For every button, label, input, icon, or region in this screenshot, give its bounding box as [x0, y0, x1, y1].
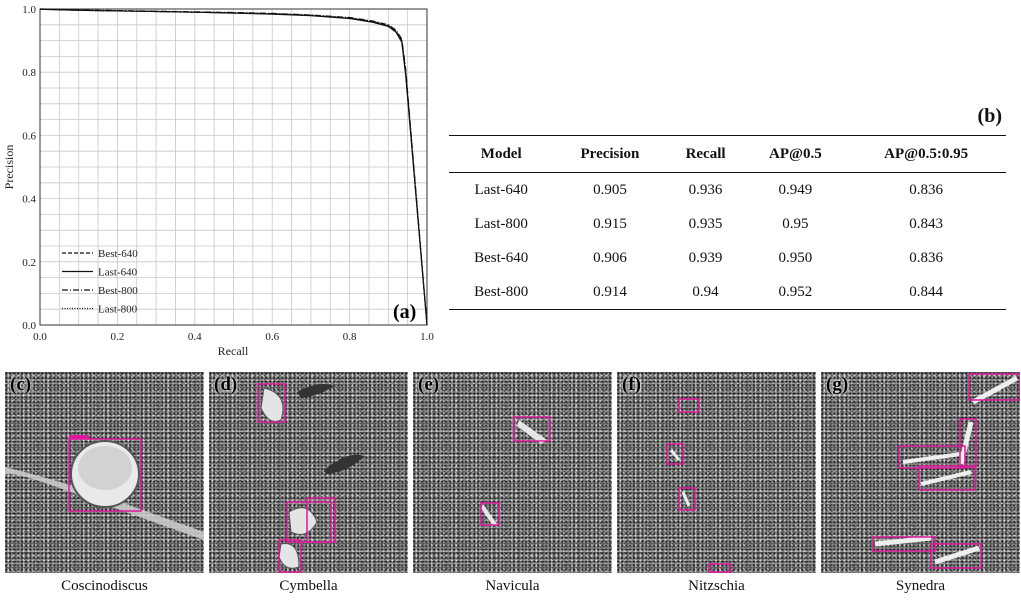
header-precision: Precision	[553, 135, 667, 173]
cell-precision: 0.906	[593, 249, 627, 266]
panel-label-c: (c)	[10, 374, 32, 395]
cell-ap50: 0.952	[744, 275, 847, 310]
cell-ap50: 0.949	[778, 181, 813, 198]
y-tick-label: 1.0	[22, 4, 36, 16]
series-line-last-800	[39, 8, 428, 326]
cell-model: Last-640	[474, 181, 528, 198]
cell-ap50: 0.950	[778, 249, 813, 266]
x-tick-label: 0.2	[111, 331, 125, 343]
y-axis-label: Precision	[2, 145, 16, 190]
x-axis-label: Recall	[218, 344, 249, 358]
cell-recall: 0.94	[666, 275, 745, 310]
y-tick-label: 0.8	[22, 67, 36, 79]
panel-label-g: (g)	[826, 374, 849, 395]
cell-model: Best-640	[474, 249, 529, 266]
micrograph-row: (c) (d) (e)	[0, 372, 1021, 602]
cell-ap50-95: 0.836	[909, 249, 943, 266]
header-recall: Recall	[666, 135, 745, 173]
y-tick-label: 0.2	[22, 257, 36, 269]
plot-frame	[39, 8, 428, 326]
table-row: Best-800 0.914 0.94 0.952 0.844	[449, 275, 1006, 310]
caption-cymbella: Cymbella	[279, 578, 338, 594]
legend-entry: Last-640	[98, 267, 138, 279]
header-ap50: AP@0.5	[744, 135, 847, 173]
x-tick-labels: 0.0 0.2 0.4 0.6 0.8 1.0	[33, 331, 434, 343]
y-tick-label: 0.0	[22, 320, 36, 332]
panel-label-d: (d)	[214, 374, 238, 395]
pr-curve-chart: 0.0 0.2 0.4 0.6 0.8 1.0 0.0 0.2 0.4 0.6 0.8 1.0 Re…	[2, 4, 434, 358]
header-model: Model	[449, 135, 554, 173]
y-tick-labels: 0.0 0.2 0.4 0.6 0.8 1.0	[22, 4, 36, 332]
legend-entry: Last-800	[98, 304, 138, 316]
micrograph-coscinodiscus: (c)	[5, 372, 204, 573]
y-tick-label: 0.4	[22, 194, 36, 206]
cell-ap50: 0.95	[782, 215, 809, 232]
specimen-drawing	[872, 373, 1020, 569]
x-tick-label: 0.8	[343, 331, 357, 343]
table-row: Last-640 0.905 0.936 0.949 0.836	[449, 173, 1006, 208]
metrics-table: Model Precision Recall AP@0.5 AP@0.5:0.9…	[449, 135, 1006, 310]
cell-ap50-95: 0.836	[909, 181, 943, 198]
specimen-drawing	[257, 383, 364, 573]
chart-grid	[40, 9, 427, 325]
panel-label-b: (b)	[977, 105, 1002, 127]
legend-entry: Best-640	[98, 248, 138, 260]
cell-recall: 0.935	[688, 215, 723, 232]
caption-nitzschia: Nitzschia	[688, 578, 745, 594]
panel-label-a: (a)	[393, 301, 416, 323]
table-row: Best-640 0.906 0.939 0.950 0.836	[449, 241, 1006, 275]
header-ap50-95: AP@0.5:0.95	[846, 135, 1006, 173]
micrograph-cymbella: (d)	[209, 372, 408, 573]
panel-label-f: (f)	[622, 374, 641, 395]
x-tick-label: 1.0	[420, 331, 434, 343]
pr-curves	[39, 8, 428, 326]
cell-ap50-95: 0.843	[909, 215, 943, 232]
cell-model: Best-800	[449, 275, 554, 310]
specimen-drawing	[5, 435, 204, 540]
cell-precision: 0.915	[593, 215, 627, 232]
micrograph-navicula: (e)	[413, 372, 612, 573]
caption-synedra: Synedra	[895, 578, 946, 594]
cell-ap50-95: 0.844	[846, 275, 1006, 310]
micrograph-synedra: (g)	[821, 372, 1020, 573]
table-header-row: Model Precision Recall AP@0.5 AP@0.5:0.9…	[449, 135, 1006, 173]
micrograph-nitzschia: (f)	[617, 372, 816, 573]
specimen-drawing	[666, 398, 732, 573]
cell-precision: 0.914	[553, 275, 667, 310]
specimen-drawing	[480, 416, 551, 526]
x-tick-label: 0.4	[188, 331, 202, 343]
cell-recall: 0.939	[688, 249, 723, 266]
cell-recall: 0.936	[688, 181, 723, 198]
cell-precision: 0.905	[593, 181, 627, 198]
cell-model: Last-800	[474, 215, 528, 232]
chart-legend: Best-640 Last-640 Best-800 Last-800	[62, 248, 138, 316]
panel-label-e: (e)	[418, 374, 440, 395]
table-row: Last-800 0.915 0.935 0.95 0.843	[449, 207, 1006, 241]
x-tick-label: 0.0	[33, 331, 47, 343]
caption-navicula: Navicula	[485, 578, 540, 594]
y-tick-label: 0.6	[22, 130, 36, 142]
legend-entry: Best-800	[98, 285, 138, 297]
caption-coscinodiscus: Coscinodiscus	[61, 578, 148, 594]
x-tick-label: 0.6	[265, 331, 279, 343]
